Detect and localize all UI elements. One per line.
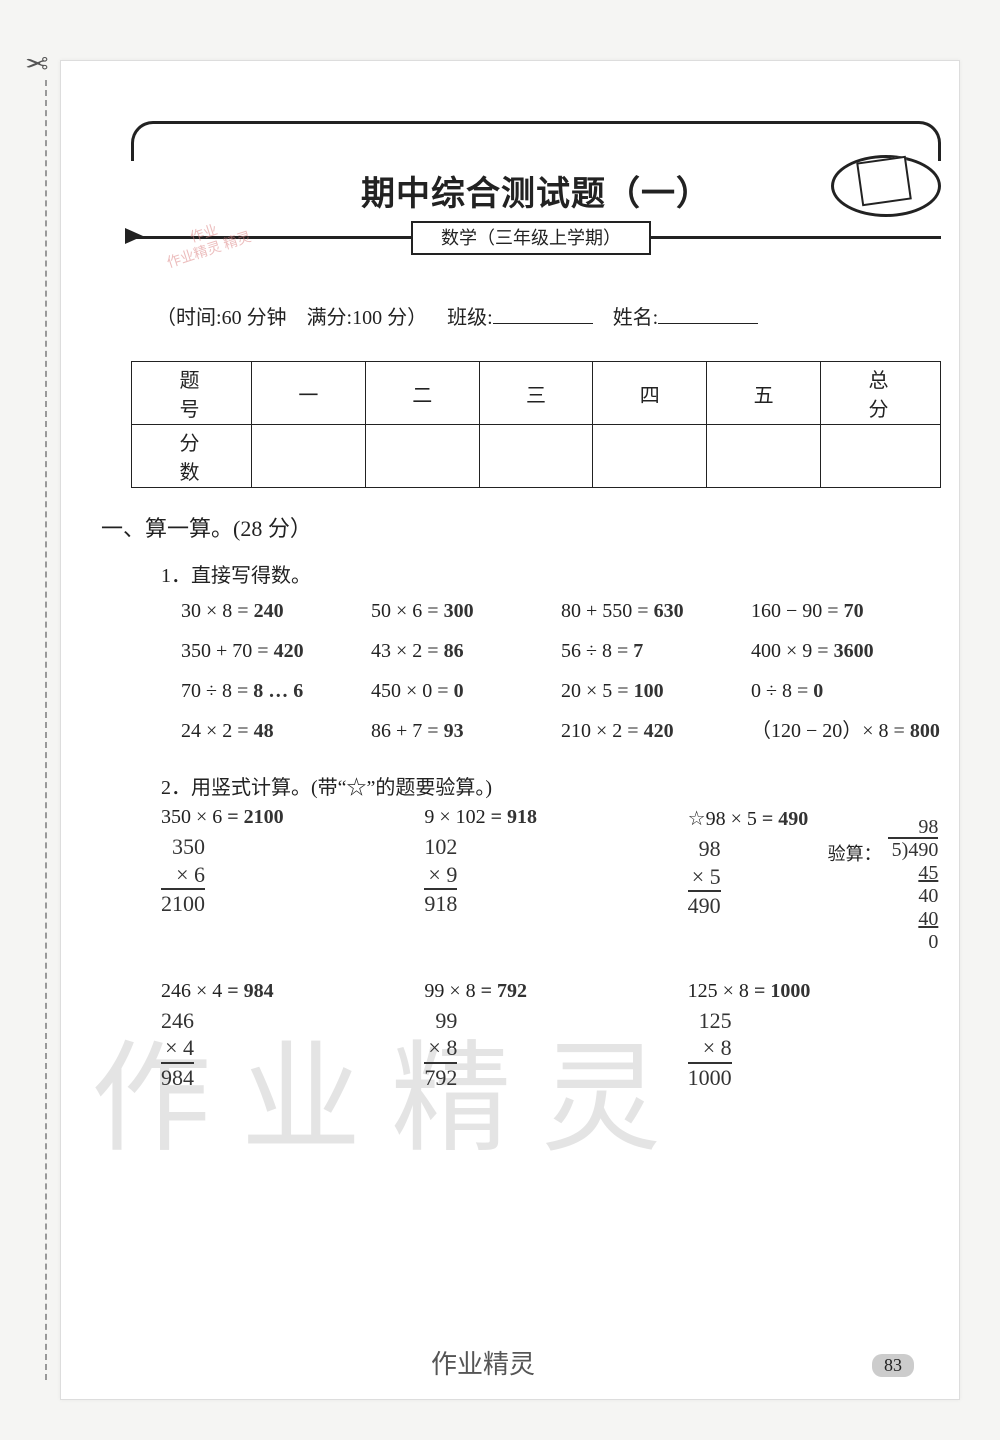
page-sheet: 期中综合测试题（一） 数学（三年级上学期） 作业 作业精灵 精灵 （时间:60 …: [60, 60, 960, 1400]
table-row: 分 数: [132, 425, 941, 488]
vertical-calc-area: 350 × 6 = 2100 350 × 6 2100 9 × 102 = 91…: [161, 806, 951, 1091]
scissors-icon: ✂: [25, 45, 48, 79]
page-title: 期中综合测试题（一）: [131, 166, 941, 215]
score-table: 题 号 一 二 三 四 五 总 分 分 数: [131, 361, 941, 488]
section-1-title: 一、算一算。(28 分）: [101, 511, 312, 543]
arrow-icon: [125, 228, 143, 244]
mental-calc-grid: 30 × 8 = 240 50 × 6 = 300 80 + 550 = 630…: [181, 591, 941, 751]
table-row: 题 号 一 二 三 四 五 总 分: [132, 362, 941, 425]
vcalc-4: 246 × 4 = 984 246 × 4 984: [161, 980, 424, 1092]
verify-label: 验算：: [828, 840, 882, 866]
cut-dashed-line: [45, 80, 47, 1380]
subject-badge: 数学（三年级上学期）: [411, 221, 651, 255]
book-logo-icon: [831, 151, 941, 221]
vcalc-2: 9 × 102 = 918 102 × 9 918: [424, 806, 687, 920]
question-2-label: 2．用竖式计算。(带“☆”的题要验算。): [161, 771, 492, 800]
vcalc-1: 350 × 6 = 2100 350 × 6 2100: [161, 806, 424, 920]
class-blank[interactable]: [493, 304, 593, 324]
question-1-label: 1．直接写得数。: [161, 559, 311, 588]
vcalc-5: 99 × 8 = 792 99 × 8 792: [424, 980, 687, 1092]
vcalc-6: 125 × 8 = 1000 125 × 8 1000: [688, 980, 951, 1092]
name-blank[interactable]: [658, 304, 758, 324]
vcalc-3: ☆98 × 5 = 490 98 × 5 490 验算： 98 5)490 45…: [688, 806, 951, 920]
title-frame: 期中综合测试题（一） 数学（三年级上学期）: [131, 121, 941, 251]
exam-info-line: （时间:60 分钟 满分:100 分） 班级: 姓名:: [156, 301, 936, 330]
page-number: 83: [872, 1354, 914, 1377]
footer-brand: 作业精灵: [431, 1344, 535, 1381]
